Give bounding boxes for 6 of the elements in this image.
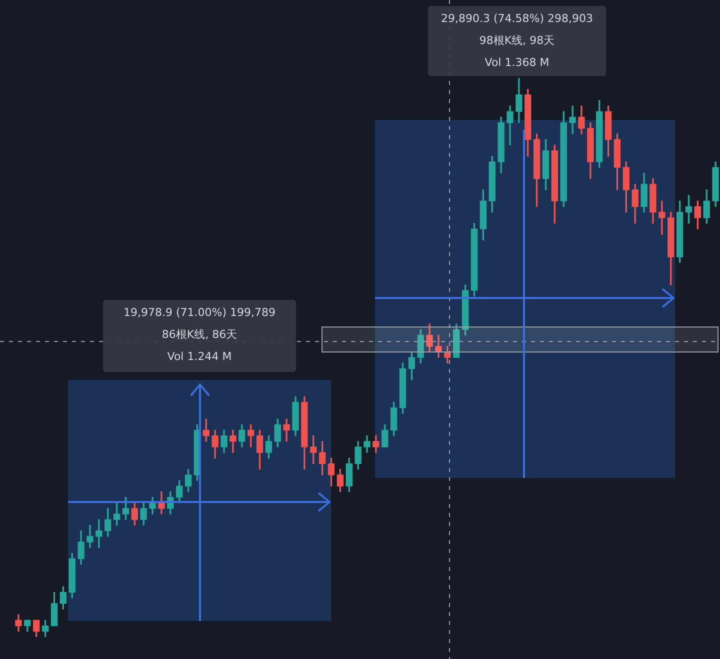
info-box: 19,978.9 (71.00%) 199,789 86根K线, 86天 Vol 1.244 M [103, 300, 296, 372]
annotation: 86根K线, 86天 [160, 327, 238, 343]
annotation: Vol 1.244 M [166, 349, 233, 365]
annotation: 19,978.9 (71.00%) 199,789 [122, 305, 276, 321]
info-box: 29,890.3 (74.58%) 298,903 98根K线, 98天 Vol 1.368 M [428, 6, 606, 76]
candlestick [569, 106, 576, 134]
